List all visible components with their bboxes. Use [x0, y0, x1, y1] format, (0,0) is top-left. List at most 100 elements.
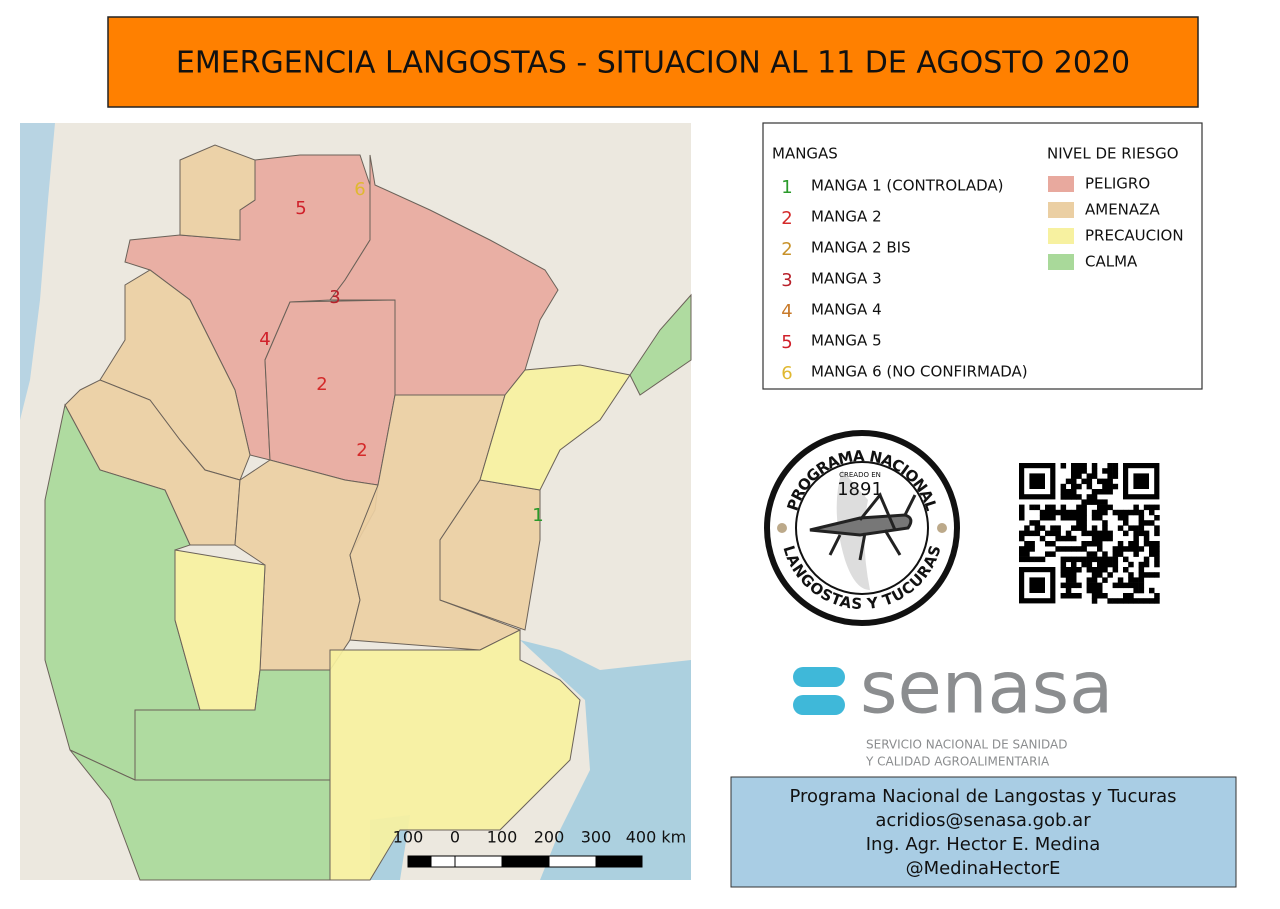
qr-module: [1143, 598, 1150, 604]
scale-label: 0: [450, 828, 460, 847]
qr-module: [1138, 561, 1145, 568]
qr-module: [1081, 556, 1087, 563]
qr-module: [1065, 577, 1072, 583]
qr-module: [1149, 587, 1155, 594]
contact-line: Programa Nacional de Langostas y Tucuras: [789, 786, 1176, 807]
qr-module: [1091, 494, 1098, 500]
qr-module: [1065, 546, 1072, 552]
qr-module: [1102, 478, 1108, 485]
qr-module: [1117, 541, 1124, 547]
qr-module: [1133, 535, 1139, 542]
qr-module: [1050, 515, 1056, 521]
qr-module: [1154, 561, 1160, 568]
qr-module: [1060, 556, 1067, 563]
qr-module: [1117, 515, 1124, 521]
senasa-line: Y CALIDAD AGROALIMENTARIA: [865, 755, 1050, 769]
qr-module: [1117, 577, 1124, 583]
qr-module: [1024, 556, 1030, 563]
qr-module: [1039, 556, 1046, 563]
qr-module: [1086, 577, 1093, 583]
qr-module: [1076, 483, 1082, 490]
qr-module: [1143, 572, 1150, 578]
qr-module: [1102, 509, 1108, 516]
qr-module: [1065, 556, 1072, 563]
qr-module: [1154, 504, 1160, 511]
qr-module: [1112, 551, 1119, 557]
qr-module: [1123, 546, 1129, 552]
qr-module: [1060, 572, 1067, 578]
qr-module: [1065, 582, 1072, 589]
qr-module: [1045, 530, 1051, 537]
qr-module: [1076, 525, 1082, 531]
qr-module: [1086, 494, 1093, 500]
qr-module: [1112, 598, 1119, 604]
qr-module: [1143, 556, 1150, 563]
qr-module: [1076, 520, 1082, 526]
qr-module: [1128, 572, 1134, 578]
qr-module: [1107, 535, 1113, 542]
qr-module: [1097, 535, 1103, 542]
qr-module: [1029, 504, 1035, 511]
qr-module: [1102, 499, 1108, 505]
qr-module: [1029, 530, 1035, 537]
qr-module: [1112, 473, 1119, 479]
qr-module: [1107, 463, 1113, 469]
map-label: 2: [316, 374, 327, 395]
qr-module: [1107, 468, 1113, 474]
qr-module: [1050, 509, 1056, 516]
qr-module: [1149, 572, 1155, 578]
contact-box: [730, 776, 1237, 888]
contact-line: acridios@senasa.gob.ar: [875, 810, 1091, 831]
qr-module: [1071, 535, 1077, 542]
qr-module: [1112, 567, 1119, 573]
qr-module: [1112, 582, 1119, 589]
qr-module: [1097, 541, 1103, 547]
qr-module: [1138, 577, 1145, 583]
qr-module: [1091, 489, 1098, 495]
qr-module: [1143, 561, 1150, 568]
qr-module: [1060, 515, 1067, 521]
qr-module: [1097, 593, 1103, 599]
qr-module: [1102, 593, 1108, 599]
qr-module: [1143, 535, 1150, 542]
qr-module: [1128, 546, 1134, 552]
qr-module: [1097, 572, 1103, 578]
qr-module: [1091, 577, 1098, 583]
qr-module: [1091, 468, 1098, 474]
qr-module: [1024, 525, 1030, 531]
map-label: 3: [329, 287, 340, 308]
qr-module: [1117, 582, 1124, 589]
qr-module: [1128, 577, 1134, 583]
qr-module: [1149, 504, 1155, 511]
qr-finder: [1133, 473, 1149, 489]
qr-module: [1097, 567, 1103, 573]
qr-module: [1133, 525, 1139, 531]
qr-module: [1045, 551, 1051, 557]
qr-module: [1086, 530, 1093, 537]
qr-module: [1071, 546, 1077, 552]
qr-module: [1065, 515, 1072, 521]
qr-module: [1019, 504, 1025, 511]
qr-module: [1128, 598, 1134, 604]
qr-module: [1138, 515, 1145, 521]
qr-finder: [1029, 473, 1045, 489]
qr-module: [1050, 504, 1056, 511]
qr-module: [1076, 468, 1082, 474]
legend-number: 5: [781, 332, 792, 353]
qr-module: [1050, 541, 1056, 547]
legend-label: AMENAZA: [1085, 201, 1160, 219]
qr-module: [1019, 535, 1025, 542]
legend-label: PRECAUCION: [1085, 227, 1184, 245]
qr-module: [1117, 551, 1124, 557]
qr-module: [1107, 489, 1113, 495]
qr-module: [1019, 551, 1025, 557]
scale-segment: [595, 855, 643, 868]
qr-module: [1076, 515, 1082, 521]
qr-module: [1097, 556, 1103, 563]
province: [629, 293, 692, 396]
qr-module: [1107, 598, 1113, 604]
qr-module: [1076, 567, 1082, 573]
qr-module: [1123, 567, 1129, 573]
